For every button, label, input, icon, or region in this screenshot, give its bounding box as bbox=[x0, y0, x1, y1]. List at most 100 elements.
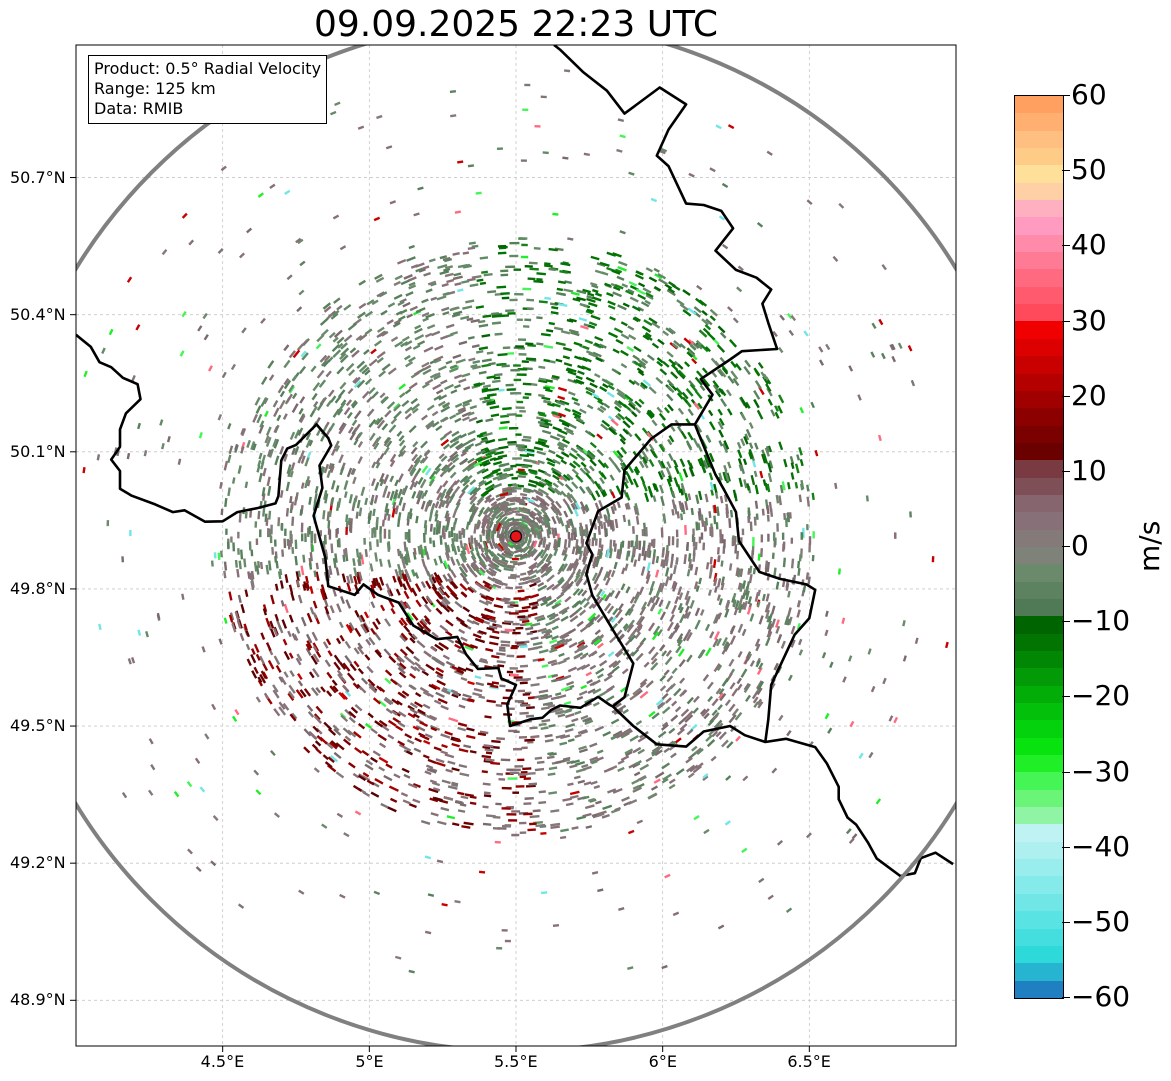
echo-gate bbox=[617, 304, 627, 311]
echo-gate bbox=[573, 574, 581, 583]
echo-gate bbox=[506, 413, 517, 416]
echo-gate bbox=[327, 520, 331, 529]
echo-gate bbox=[486, 509, 494, 519]
echo-gate bbox=[386, 806, 397, 813]
echo-gate bbox=[339, 354, 349, 364]
echo-gate bbox=[607, 304, 616, 310]
colorbar-tick bbox=[1062, 320, 1070, 322]
echo-gate bbox=[328, 565, 333, 575]
echo-gate bbox=[574, 710, 582, 715]
echo-gate bbox=[641, 357, 649, 364]
echo-gate bbox=[549, 639, 558, 644]
echo-gate bbox=[701, 519, 705, 527]
echo-gate bbox=[266, 449, 272, 458]
echo-gate bbox=[567, 378, 578, 384]
echo-gate bbox=[345, 399, 353, 407]
echo-gate bbox=[288, 384, 295, 393]
echo-gate bbox=[582, 546, 587, 557]
echo-gate bbox=[413, 327, 423, 334]
echo-gate bbox=[499, 684, 506, 688]
echo-gate bbox=[735, 363, 742, 371]
echo-gate bbox=[673, 622, 680, 631]
echo-gate bbox=[517, 689, 526, 693]
echo-gate bbox=[450, 569, 457, 579]
echo-gate bbox=[452, 251, 460, 256]
echo-gate bbox=[283, 344, 290, 352]
echo-gate bbox=[668, 281, 676, 288]
echo-gate bbox=[586, 404, 594, 410]
echo-gate bbox=[452, 354, 462, 360]
echo-gate bbox=[753, 390, 761, 400]
echo-gate bbox=[637, 293, 647, 300]
echo-gate bbox=[213, 552, 217, 559]
echo-gate bbox=[624, 393, 634, 402]
echo-gate bbox=[455, 358, 466, 364]
echo-gate bbox=[440, 379, 448, 385]
echo-gate bbox=[481, 615, 490, 621]
echo-gate bbox=[559, 292, 567, 297]
echo-gate bbox=[613, 561, 618, 570]
echo-gate bbox=[435, 607, 443, 615]
echo-gate bbox=[361, 749, 370, 757]
echo-gate bbox=[508, 819, 518, 822]
echo-gate bbox=[294, 492, 299, 501]
echo-gate bbox=[279, 446, 285, 455]
echo-gate bbox=[688, 558, 693, 569]
echo-gate bbox=[478, 479, 485, 486]
echo-gate bbox=[711, 371, 718, 378]
echo-gate bbox=[284, 574, 289, 583]
echo-gate bbox=[562, 473, 571, 482]
echo-gate bbox=[615, 629, 623, 637]
echo-gate bbox=[508, 426, 519, 430]
echo-gate bbox=[404, 346, 412, 352]
echo-gate bbox=[466, 727, 475, 732]
echo-gate bbox=[437, 524, 441, 534]
echo-gate bbox=[714, 720, 723, 728]
echo-gate bbox=[569, 462, 577, 469]
echo-gate bbox=[387, 514, 391, 521]
echo-gate bbox=[634, 689, 643, 697]
echo-gate bbox=[602, 571, 609, 582]
echo-gate bbox=[443, 591, 451, 599]
echo-gate bbox=[676, 538, 679, 548]
colorbar-tick-label: 40 bbox=[1071, 228, 1107, 262]
echo-gate bbox=[592, 701, 600, 707]
echo-gate bbox=[330, 465, 335, 474]
echo-gate bbox=[509, 560, 518, 564]
echo-gate bbox=[441, 401, 451, 408]
echo-gate bbox=[615, 338, 624, 345]
echo-gate bbox=[538, 365, 546, 369]
echo-gate bbox=[489, 387, 500, 392]
echo-gate bbox=[283, 650, 291, 661]
echo-gate bbox=[569, 794, 579, 800]
echo-gate bbox=[348, 716, 356, 724]
echo-gate bbox=[575, 375, 583, 380]
echo-gate bbox=[538, 790, 546, 794]
echo-gate bbox=[431, 576, 437, 584]
echo-gate bbox=[540, 95, 547, 99]
echo-gate bbox=[467, 430, 476, 436]
echo-gate bbox=[433, 746, 442, 752]
echo-gate bbox=[388, 599, 395, 608]
echo-gate bbox=[438, 453, 445, 460]
echo-gate bbox=[646, 596, 654, 607]
echo-gate bbox=[274, 539, 277, 547]
echo-gate bbox=[226, 541, 230, 550]
echo-gate bbox=[674, 706, 682, 713]
echo-gate bbox=[425, 580, 432, 590]
echo-gate bbox=[251, 670, 258, 679]
echo-gate bbox=[289, 431, 296, 441]
echo-gate bbox=[469, 568, 478, 578]
echo-gate bbox=[507, 605, 514, 609]
echo-gate bbox=[707, 695, 714, 703]
echo-gate bbox=[437, 400, 446, 407]
echo-gate bbox=[583, 781, 592, 786]
echo-gate bbox=[315, 705, 324, 714]
echo-gate bbox=[687, 349, 696, 358]
echo-gate bbox=[587, 292, 595, 297]
echo-gate bbox=[347, 426, 354, 434]
echo-gate bbox=[511, 510, 520, 514]
echo-gate bbox=[283, 671, 289, 678]
echo-gate bbox=[665, 600, 671, 610]
echo-gate bbox=[420, 440, 428, 449]
